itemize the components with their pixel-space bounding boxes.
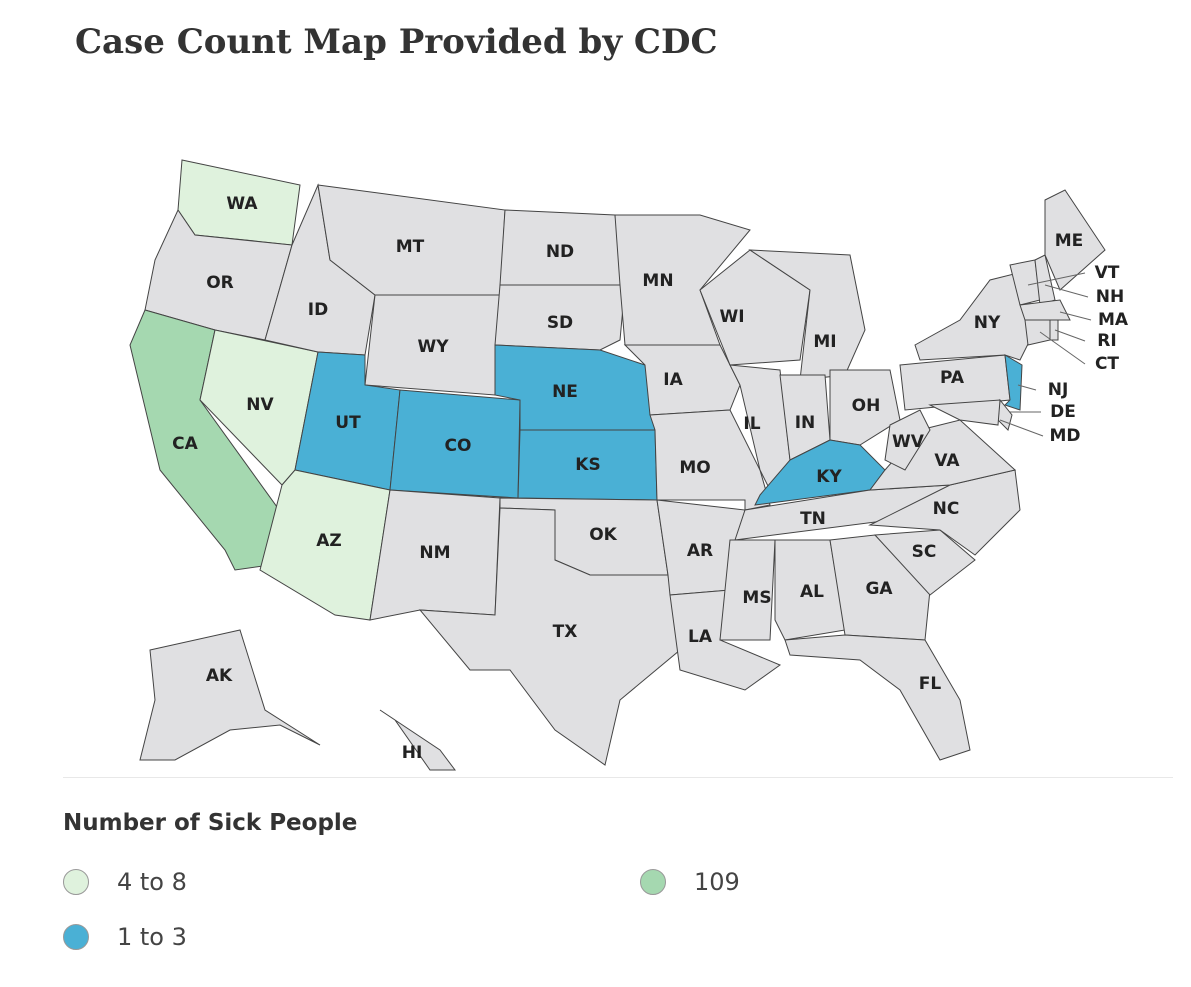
state-label: HI xyxy=(402,743,423,763)
state-label: VT xyxy=(1095,263,1120,283)
state xyxy=(699,249,811,366)
state-label: CO xyxy=(445,436,472,456)
state-label: MD xyxy=(1049,426,1080,446)
legend-item: 4 to 8 xyxy=(63,868,187,896)
legend-title: Number of Sick People xyxy=(63,810,358,836)
state xyxy=(774,539,846,641)
state-label: NH xyxy=(1096,287,1124,307)
state-label: NE xyxy=(552,382,578,402)
legend-label: 1 to 3 xyxy=(117,923,187,951)
state-label: TX xyxy=(553,622,578,642)
state-label: WY xyxy=(417,337,449,357)
legend-swatch xyxy=(63,924,89,950)
state-label: NM xyxy=(419,543,450,563)
legend-item: 109 xyxy=(640,868,740,896)
state xyxy=(829,369,901,446)
state xyxy=(754,439,886,506)
state xyxy=(139,629,321,761)
state-label: MA xyxy=(1098,310,1129,330)
state xyxy=(494,284,626,351)
state-label: AK xyxy=(206,666,233,686)
state-label: IN xyxy=(795,413,816,433)
state-label: PA xyxy=(940,368,965,388)
state xyxy=(418,507,681,766)
state-label: RI xyxy=(1097,331,1116,351)
state-label: MI xyxy=(813,332,836,352)
state-label: IL xyxy=(743,414,760,434)
leader-line xyxy=(1054,329,1086,342)
state-label: IA xyxy=(663,370,683,390)
state-label: NY xyxy=(974,313,1001,333)
title: Case Count Map Provided by CDC xyxy=(75,22,718,62)
state-label: UT xyxy=(335,413,361,433)
leader-line xyxy=(1039,331,1086,365)
state-label: CT xyxy=(1095,354,1119,374)
state-label: MN xyxy=(642,271,673,291)
legend-swatch xyxy=(63,869,89,895)
state-label: LA xyxy=(688,627,713,647)
state-label: WA xyxy=(226,194,258,214)
leader-line xyxy=(999,419,1044,437)
state-label: WI xyxy=(719,307,744,327)
state-label: AZ xyxy=(316,531,341,551)
state-label: OR xyxy=(206,273,234,293)
state xyxy=(928,399,1001,426)
separator xyxy=(63,777,1173,778)
state-label: AL xyxy=(800,582,824,602)
state-label: ID xyxy=(308,300,328,320)
state xyxy=(829,534,931,641)
state xyxy=(884,409,931,471)
state-label: DE xyxy=(1050,402,1076,422)
state-label: ND xyxy=(546,242,574,262)
state xyxy=(614,214,751,346)
state-label: NJ xyxy=(1048,380,1069,400)
state xyxy=(719,539,776,641)
state-label: WV xyxy=(892,432,925,452)
state-label: KS xyxy=(575,455,600,475)
legend-label: 109 xyxy=(694,868,740,896)
state-label: TN xyxy=(800,509,826,529)
state-label: NV xyxy=(246,395,274,415)
leader-line xyxy=(1059,311,1092,321)
state-label: MT xyxy=(396,237,425,257)
state-label: OK xyxy=(589,525,617,545)
state xyxy=(873,529,976,596)
state-label: ME xyxy=(1055,231,1084,251)
state-label: FL xyxy=(919,674,942,694)
state xyxy=(784,634,971,761)
leader-line xyxy=(1044,284,1089,298)
state-label: MS xyxy=(742,588,771,608)
state-label: SC xyxy=(912,542,937,562)
state xyxy=(1034,254,1056,306)
state xyxy=(914,269,1031,361)
legend-label: 4 to 8 xyxy=(117,868,187,896)
state-label: KY xyxy=(816,467,842,487)
legend-item: 1 to 3 xyxy=(63,923,187,951)
state xyxy=(1019,299,1071,321)
state xyxy=(1049,319,1059,341)
leader-line xyxy=(1017,384,1037,391)
us-map: WA OR CA NV ID MT WY UT AZ CO NM ND SD NE KS OK TX MN IA MO… xyxy=(129,159,1129,771)
state-label: NC xyxy=(933,499,960,519)
state xyxy=(1024,319,1051,346)
state-label: VA xyxy=(934,451,960,471)
state xyxy=(1004,354,1023,411)
leader-line xyxy=(1027,272,1086,286)
state-label: GA xyxy=(865,579,893,599)
state-label: OH xyxy=(852,396,881,416)
state-label: SD xyxy=(547,313,573,333)
state-label: MO xyxy=(679,458,710,478)
state xyxy=(1044,189,1106,291)
state-label: AR xyxy=(687,541,713,561)
state xyxy=(379,709,456,771)
legend-swatch xyxy=(640,869,666,895)
state-label: CA xyxy=(172,434,198,454)
